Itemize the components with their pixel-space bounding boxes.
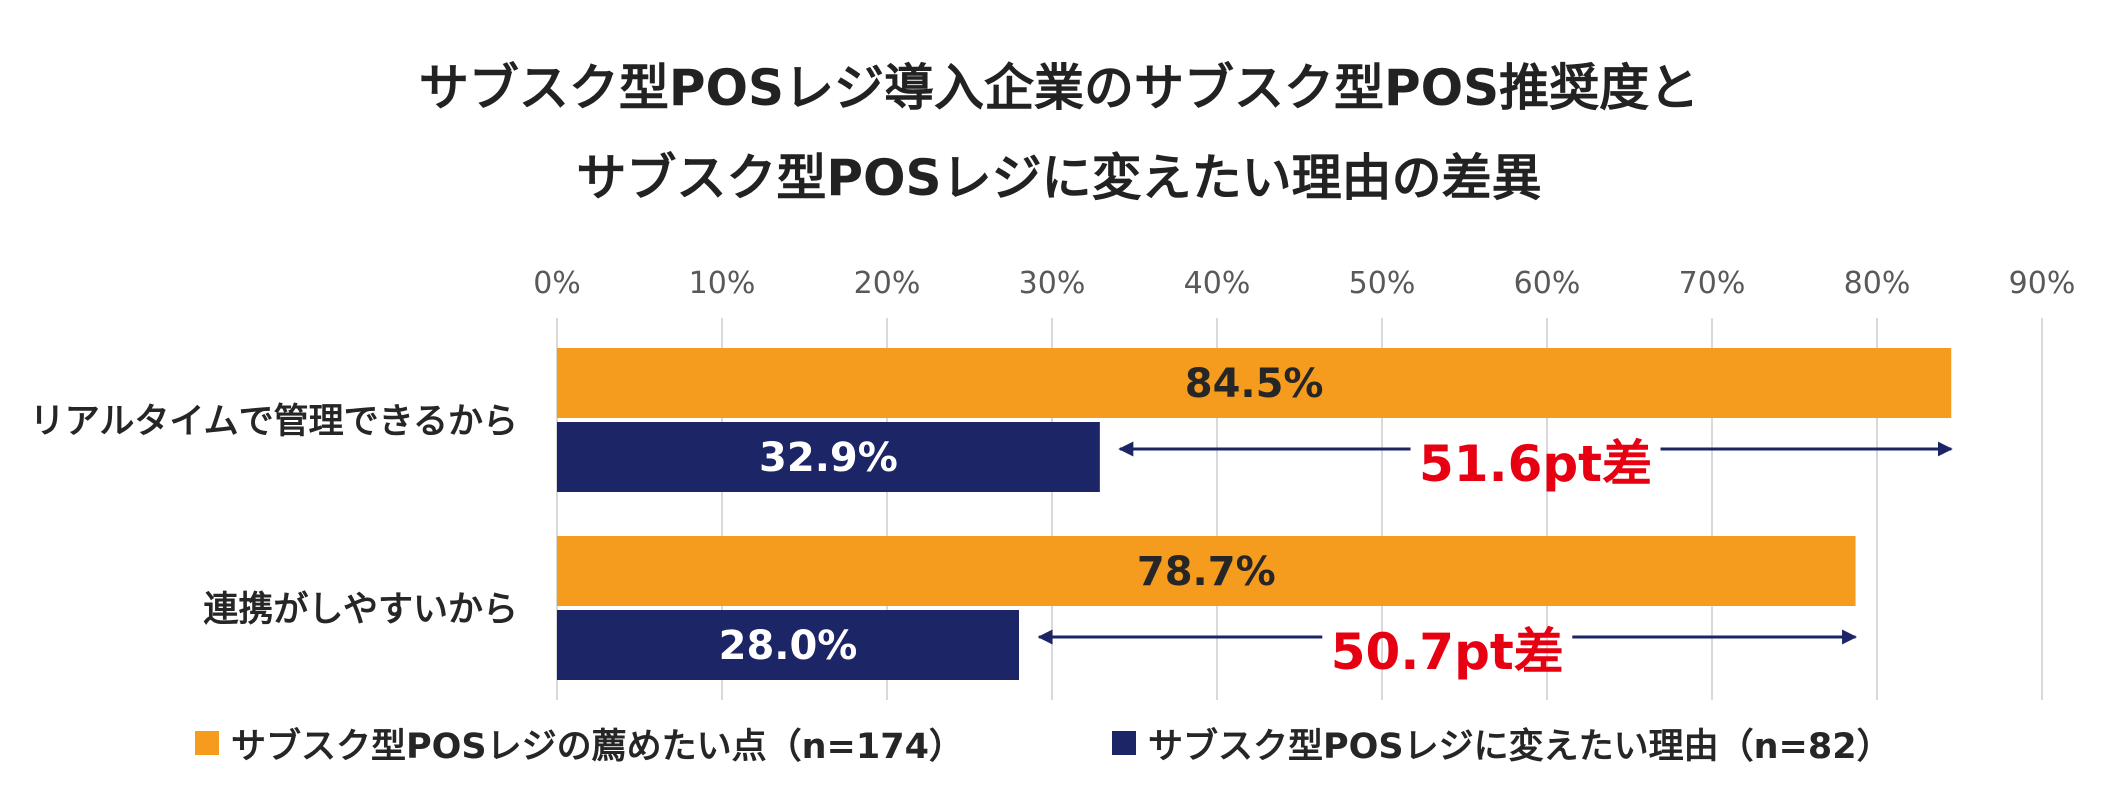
bar: [557, 536, 1856, 606]
bar: [557, 348, 1952, 418]
x-tick-label: 90%: [2009, 266, 2076, 301]
difference-annotation: 50.7pt差: [1331, 623, 1564, 681]
legend-label-reason: サブスク型POSレジに変えたい理由（n=82）: [1148, 726, 1892, 767]
category-label: 連携がしやすいから: [203, 590, 518, 630]
x-tick-label: 10%: [689, 266, 756, 301]
x-tick-label: 30%: [1019, 266, 1086, 301]
x-tick-label: 0%: [533, 266, 581, 301]
chart-title: サブスク型POSレジ導入企業のサブスク型POS推奨度と: [418, 59, 1700, 117]
x-tick-label: 40%: [1184, 266, 1251, 301]
x-tick-label: 80%: [1844, 266, 1911, 301]
bar: [557, 610, 1019, 680]
bar-value-label: 32.9%: [759, 435, 898, 481]
x-tick-label: 60%: [1514, 266, 1581, 301]
bar: [557, 422, 1100, 492]
chart-subtitle: サブスク型POSレジに変えたい理由の差異: [576, 149, 1542, 207]
bar-value-label: 28.0%: [719, 623, 858, 669]
difference-annotation: 51.6pt差: [1419, 435, 1652, 493]
bar-value-label: 78.7%: [1137, 549, 1276, 595]
legend-item-recommend: サブスク型POSレジの薦めたい点（n=174）: [195, 718, 964, 768]
x-tick-label: 50%: [1349, 266, 1416, 301]
category-label: リアルタイムで管理できるから: [30, 402, 518, 442]
legend-label-recommend: サブスク型POSレジの薦めたい点（n=174）: [231, 726, 964, 767]
x-tick-label: 70%: [1679, 266, 1746, 301]
legend-swatch-orange: [195, 731, 219, 755]
legend-swatch-navy: [1112, 731, 1136, 755]
bar-value-label: 84.5%: [1185, 361, 1324, 407]
legend-item-reason: サブスク型POSレジに変えたい理由（n=82）: [1112, 718, 1892, 768]
x-tick-label: 20%: [854, 266, 921, 301]
